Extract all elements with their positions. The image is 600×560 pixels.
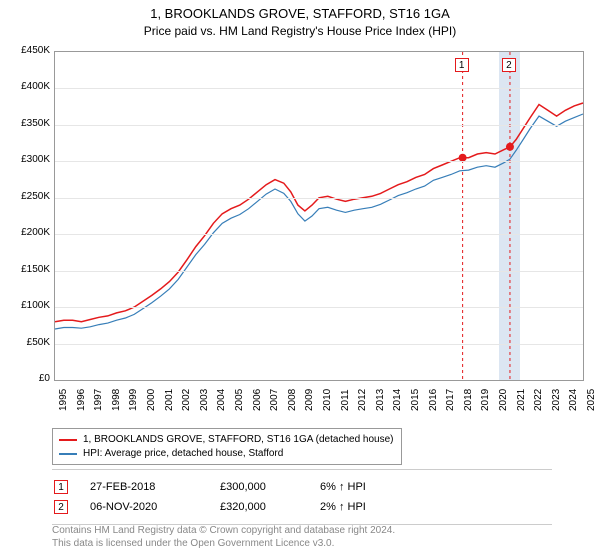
x-tick: 2019 <box>480 389 491 411</box>
y-tick: £300K <box>10 154 50 165</box>
x-tick: 2016 <box>428 389 439 411</box>
x-tick: 2025 <box>586 389 597 411</box>
x-tick: 2023 <box>551 389 562 411</box>
x-tick: 1997 <box>93 389 104 411</box>
x-tick: 2005 <box>234 389 245 411</box>
x-tick: 2011 <box>340 389 351 411</box>
series-property <box>55 103 583 322</box>
event-date: 06-NOV-2020 <box>90 501 220 513</box>
x-tick: 2012 <box>357 389 368 411</box>
legend-row: 1, BROOKLANDS GROVE, STAFFORD, ST16 1GA … <box>59 433 395 447</box>
x-tick: 2002 <box>181 389 192 411</box>
x-tick: 2024 <box>568 389 579 411</box>
y-tick: £150K <box>10 264 50 275</box>
chart-svg <box>55 52 583 380</box>
event-diff: 6% ↑ HPI <box>320 481 410 493</box>
y-tick: £200K <box>10 227 50 238</box>
plot-area <box>54 51 584 381</box>
y-tick: £450K <box>10 45 50 56</box>
x-tick: 1996 <box>76 389 87 411</box>
event-date: 27-FEB-2018 <box>90 481 220 493</box>
x-tick: 2013 <box>375 389 386 411</box>
x-tick: 2014 <box>392 389 403 411</box>
y-tick: £400K <box>10 81 50 92</box>
x-tick: 2022 <box>533 389 544 411</box>
x-tick: 2001 <box>164 389 175 411</box>
events-table: 1 27-FEB-2018£300,0006% ↑ HPI 2 06-NOV-2020… <box>52 469 552 525</box>
x-tick: 2007 <box>269 389 280 411</box>
footer-line-1: Contains HM Land Registry data © Crown c… <box>52 524 552 537</box>
event-marker: 2 <box>54 500 68 514</box>
x-tick: 1998 <box>111 389 122 411</box>
chart-container: 1, BROOKLANDS GROVE, STAFFORD, ST16 1GA … <box>0 6 600 560</box>
chart-wrap: £0 £50K £100K £150K £200K £250K £300K £350K £400… <box>10 46 590 416</box>
y-tick: £250K <box>10 191 50 202</box>
legend: 1, BROOKLANDS GROVE, STAFFORD, ST16 1GA … <box>52 428 402 465</box>
x-tick: 2000 <box>146 389 157 411</box>
event-diff: 2% ↑ HPI <box>320 501 410 513</box>
x-tick: 1999 <box>128 389 139 411</box>
x-tick: 2021 <box>516 389 527 411</box>
marker-label: 2 <box>502 58 516 72</box>
footer-line-2: This data is licensed under the Open Gov… <box>52 537 552 550</box>
x-tick: 2017 <box>445 389 456 411</box>
x-tick: 2018 <box>463 389 474 411</box>
x-tick: 2015 <box>410 389 421 411</box>
event-price: £300,000 <box>220 481 320 493</box>
event-marker: 1 <box>54 480 68 494</box>
event-row: 2 06-NOV-2020£320,0002% ↑ HPI <box>52 498 552 516</box>
y-tick: £350K <box>10 118 50 129</box>
x-tick: 2010 <box>322 389 333 411</box>
x-tick: 2004 <box>216 389 227 411</box>
x-tick: 2008 <box>287 389 298 411</box>
legend-row: HPI: Average price, detached house, Staf… <box>59 447 395 461</box>
legend-label: HPI: Average price, detached house, Staf… <box>83 447 283 461</box>
chart-subtitle: Price paid vs. HM Land Registry's House … <box>0 24 600 38</box>
x-tick: 2006 <box>252 389 263 411</box>
x-tick: 2009 <box>304 389 315 411</box>
y-tick: £100K <box>10 300 50 311</box>
series-hpi <box>55 114 583 329</box>
legend-label: 1, BROOKLANDS GROVE, STAFFORD, ST16 1GA … <box>83 433 393 447</box>
x-tick: 1995 <box>58 389 69 411</box>
x-tick: 2020 <box>498 389 509 411</box>
y-tick: £0 <box>10 373 50 384</box>
marker-label: 1 <box>455 58 469 72</box>
event-row: 1 27-FEB-2018£300,0006% ↑ HPI <box>52 478 552 496</box>
footer: Contains HM Land Registry data © Crown c… <box>52 524 552 550</box>
x-tick: 2003 <box>199 389 210 411</box>
chart-title: 1, BROOKLANDS GROVE, STAFFORD, ST16 1GA <box>0 6 600 21</box>
event-price: £320,000 <box>220 501 320 513</box>
y-tick: £50K <box>10 337 50 348</box>
